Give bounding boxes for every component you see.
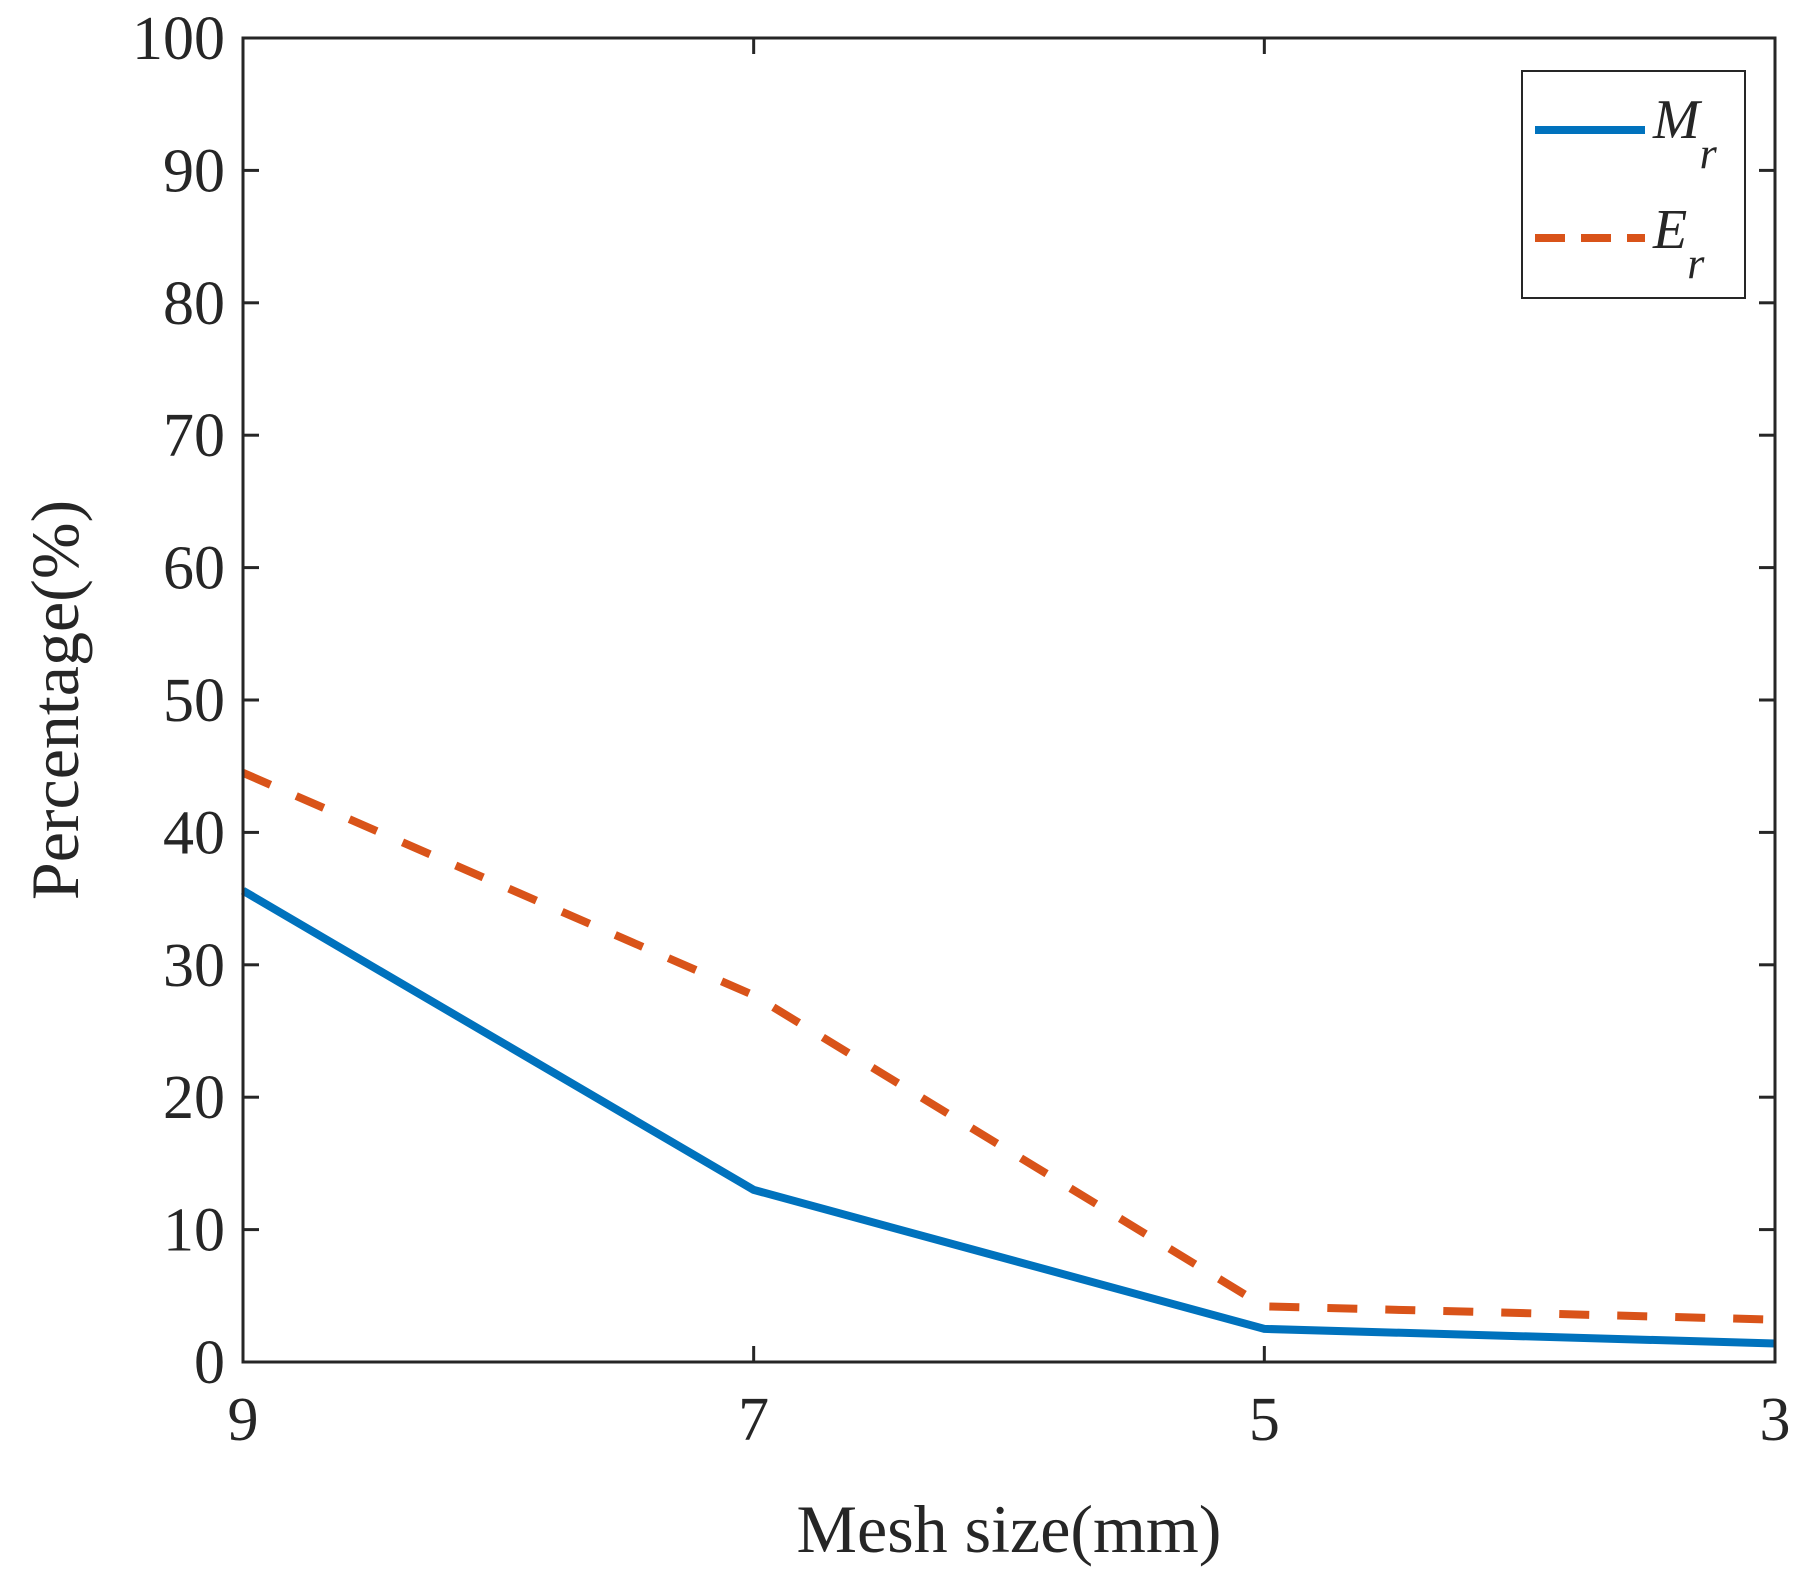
legend-label-m-r-sub: r bbox=[1700, 129, 1718, 178]
legend-label-e-r: Er bbox=[1652, 199, 1705, 288]
legend-label-m-r-main: M bbox=[1652, 89, 1703, 151]
legend-label-m-r: Mr bbox=[1652, 89, 1718, 178]
x-tick-label: 5 bbox=[1249, 1386, 1280, 1454]
legend-box bbox=[1521, 70, 1746, 299]
x-tick-label: 9 bbox=[228, 1386, 259, 1454]
y-tick-label: 40 bbox=[163, 799, 225, 867]
y-tick-label: 0 bbox=[194, 1329, 225, 1397]
legend-label-e-r-sub: r bbox=[1687, 239, 1705, 288]
y-tick-label: 80 bbox=[163, 270, 225, 338]
y-tick-label: 60 bbox=[163, 535, 225, 603]
y-tick-label: 70 bbox=[163, 402, 225, 470]
y-tick-label: 50 bbox=[163, 667, 225, 735]
y-tick-label: 100 bbox=[132, 5, 225, 73]
x-axis-label: Mesh size(mm) bbox=[797, 1491, 1222, 1567]
y-axis-label: Percentage(%) bbox=[17, 500, 93, 900]
legend: Mr Er bbox=[1521, 70, 1746, 299]
y-tick-label: 30 bbox=[163, 932, 225, 1000]
y-tick-label: 10 bbox=[163, 1197, 225, 1265]
x-tick-label: 3 bbox=[1760, 1386, 1791, 1454]
y-tick-label: 20 bbox=[163, 1064, 225, 1132]
series-layer bbox=[240, 769, 1776, 1348]
series-line-m-r bbox=[240, 887, 1776, 1348]
legend-label-e-r-main: E bbox=[1652, 199, 1687, 261]
ticks-layer: 0 10 20 30 40 50 60 70 80 90 100 9 7 5 3 bbox=[132, 5, 1791, 1454]
series-line-e-r bbox=[241, 769, 1776, 1324]
y-tick-label: 90 bbox=[163, 137, 225, 205]
x-tick-label: 7 bbox=[738, 1386, 769, 1454]
